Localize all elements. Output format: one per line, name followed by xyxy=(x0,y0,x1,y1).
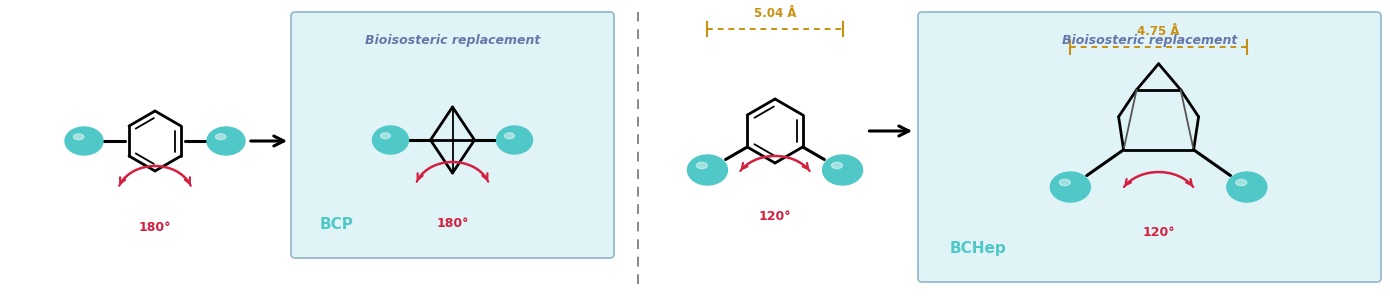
Ellipse shape xyxy=(823,155,863,185)
FancyBboxPatch shape xyxy=(291,12,614,258)
Ellipse shape xyxy=(505,133,514,139)
Ellipse shape xyxy=(373,126,409,154)
Text: 120°: 120° xyxy=(1143,226,1175,239)
Ellipse shape xyxy=(207,127,245,155)
Ellipse shape xyxy=(831,162,842,169)
Text: 5.04 Å: 5.04 Å xyxy=(753,7,796,20)
Text: 180°: 180° xyxy=(436,217,468,230)
Text: 4.75 Å: 4.75 Å xyxy=(1137,25,1180,38)
Ellipse shape xyxy=(65,127,103,155)
FancyBboxPatch shape xyxy=(917,12,1382,282)
Ellipse shape xyxy=(381,133,391,139)
Ellipse shape xyxy=(1051,172,1090,202)
Ellipse shape xyxy=(496,126,532,154)
Text: Bioisosteric replacement: Bioisosteric replacement xyxy=(1062,34,1237,47)
Ellipse shape xyxy=(74,134,83,140)
Text: 180°: 180° xyxy=(139,221,171,234)
Text: BCP: BCP xyxy=(320,217,354,232)
Ellipse shape xyxy=(1227,172,1266,202)
Ellipse shape xyxy=(688,155,727,185)
Ellipse shape xyxy=(215,134,227,140)
Text: 120°: 120° xyxy=(759,210,791,223)
Ellipse shape xyxy=(696,162,708,169)
Text: BCHep: BCHep xyxy=(949,241,1006,256)
Ellipse shape xyxy=(1236,179,1247,186)
Ellipse shape xyxy=(1059,179,1070,186)
Text: Bioisosteric replacement: Bioisosteric replacement xyxy=(364,34,541,47)
